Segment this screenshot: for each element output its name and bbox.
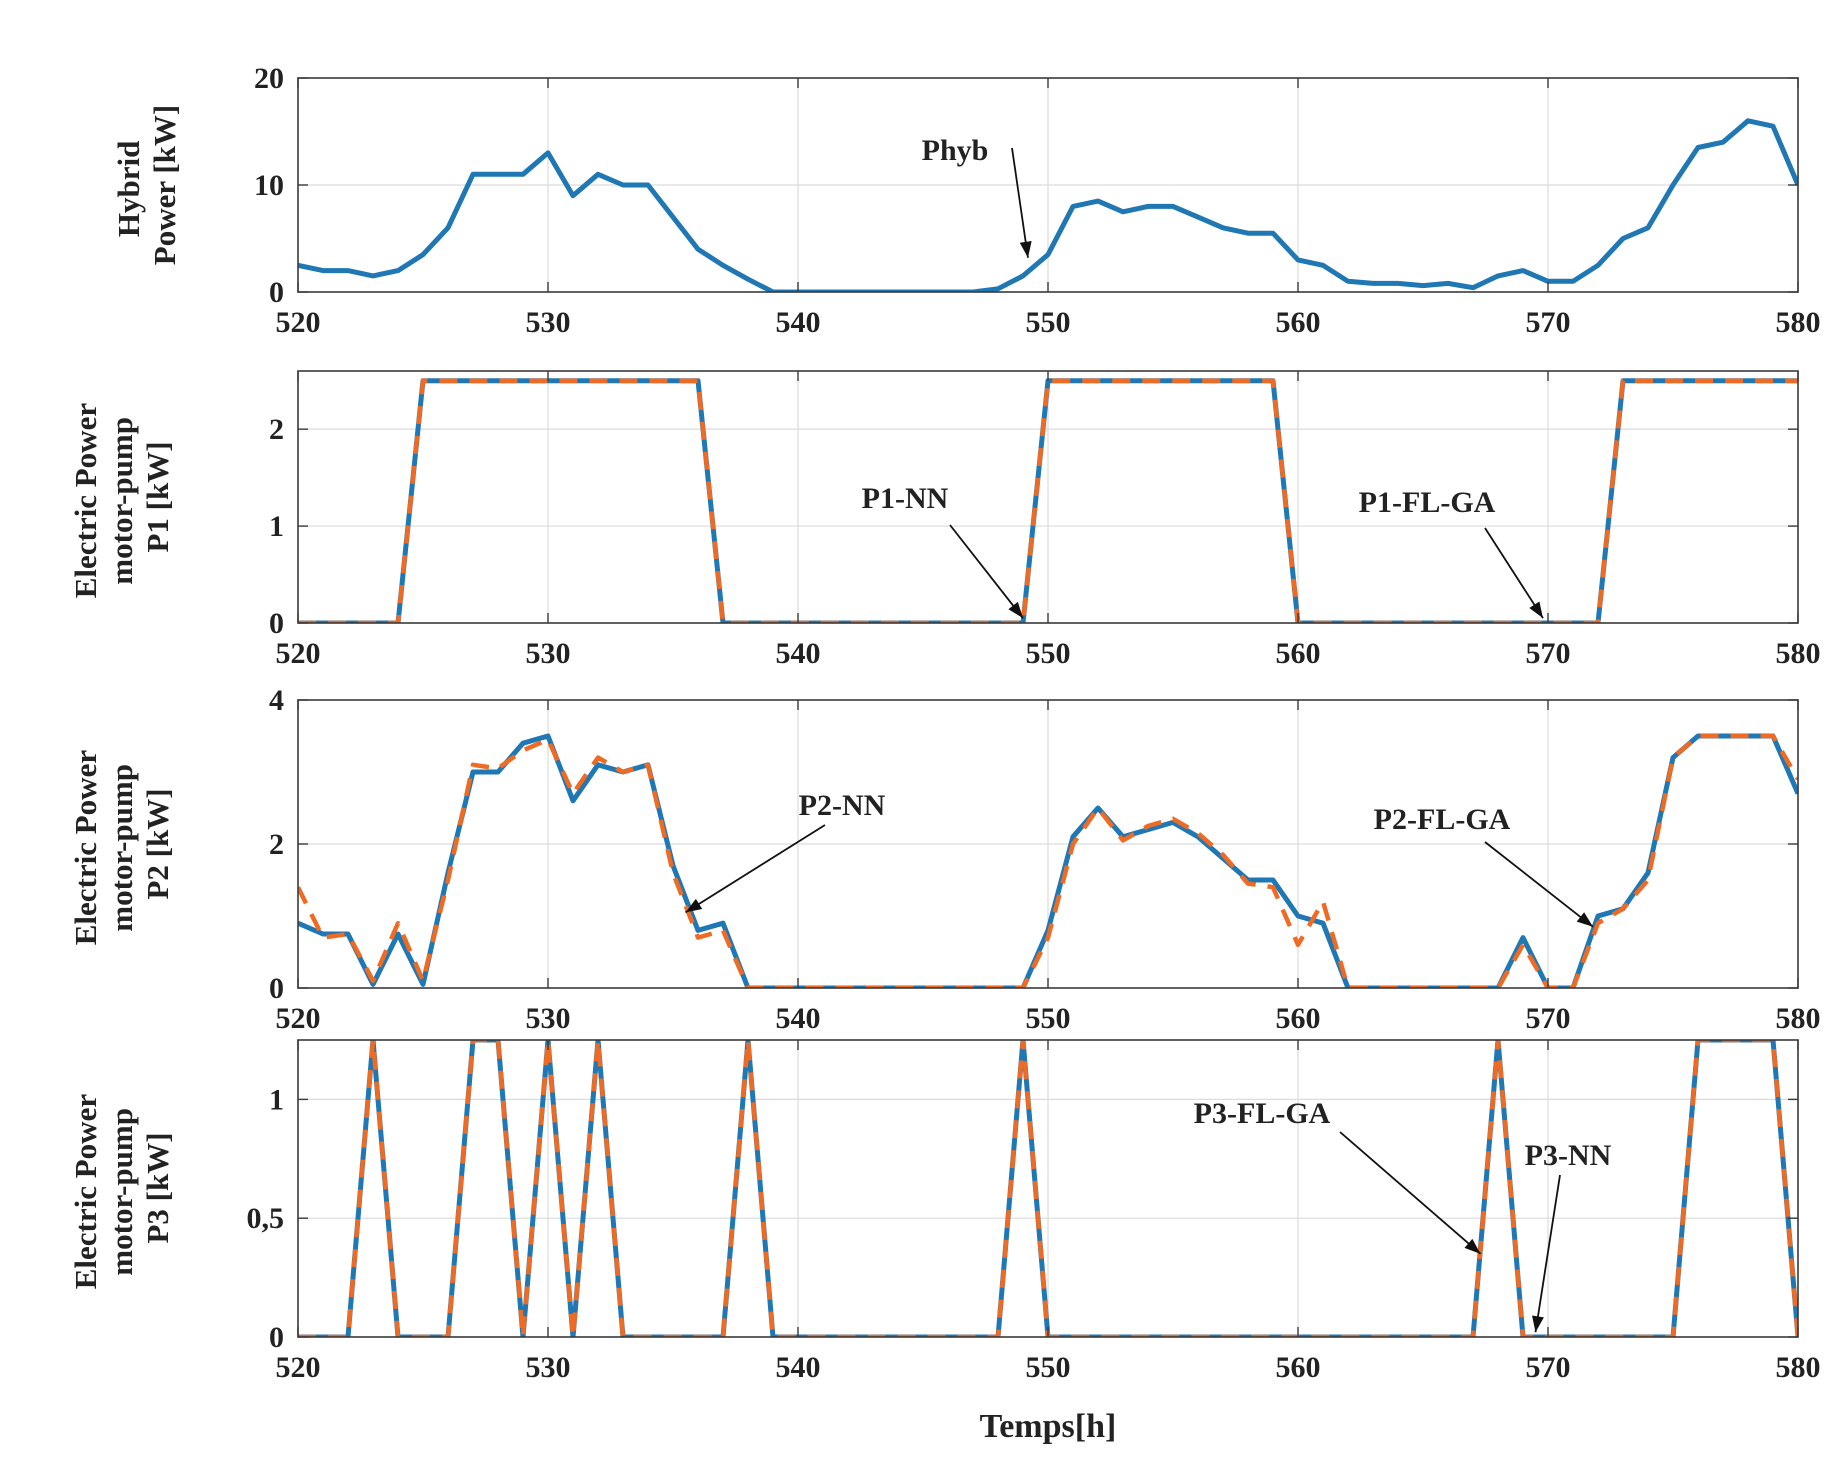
y-tick-label: 0 [269,607,284,640]
y-tick-label: 2 [269,828,284,861]
x-tick-label: 560 [1276,306,1321,339]
x-tick-label: 550 [1026,306,1071,339]
x-tick-label: 560 [1276,1351,1321,1384]
annotation-arrow [1484,527,1544,619]
x-tick-label: 580 [1776,306,1821,339]
x-tick-label: 520 [276,637,321,670]
x-tick-label: 550 [1026,637,1071,670]
x-tick-label: 560 [1276,637,1321,670]
y-tick-label: 10 [254,169,284,202]
annotation-arrow [1484,841,1594,928]
annotation-arrow [1011,147,1029,258]
x-tick-label: 540 [776,306,821,339]
series-line-p2-nn [298,733,1798,988]
annotation-label: P2-NN [799,789,886,822]
y-tick-label: 4 [269,684,284,717]
y-tick-label: 1 [269,510,284,543]
x-tick-label: 580 [1776,1002,1821,1035]
y-tick-label: 0 [269,276,284,309]
x-tick-label: 580 [1776,637,1821,670]
annotation-arrowhead [1019,241,1032,258]
y-tick-label: 0 [269,1321,284,1354]
series-line-p1-flga [298,378,1798,623]
x-tick-label: 570 [1526,306,1571,339]
annotation-label: P3-NN [1525,1139,1612,1172]
y-axis-label: Hybrid Power [kW] [111,105,182,265]
y-axis-label: Electric Power motor-pump P2 [kW] [68,743,175,946]
panel-hybrid-power: 520 530 540 550 560 570 580 0 10 20 Hybrid Power … [111,62,1821,339]
y-tick-label: 0 [269,972,284,1005]
y-axis-label: Electric Power motor-pump P1 [kW] [68,396,175,599]
annotation-label: P3-FL-GA [1194,1097,1331,1130]
series-line-phyb [298,118,1798,292]
x-tick-label: 530 [526,306,571,339]
annotation-label: P1-FL-GA [1359,486,1496,519]
annotation-arrowhead [1464,1238,1481,1254]
annotation-label: P1-NN [862,482,949,515]
annotation-arrow [949,524,1024,619]
panel-p1: 520 530 540 550 560 570 580 0 1 2 Electric Power … [68,370,1821,670]
x-tick-label: 570 [1526,637,1571,670]
annotation-arrowhead [1008,601,1023,619]
x-axis-label: Temps[h] [980,1408,1117,1445]
x-tick-label: 550 [1026,1351,1071,1384]
x-tick-label: 580 [1776,1351,1821,1384]
annotation-arrow [685,824,826,914]
x-tick-label: 520 [276,306,321,339]
y-axis-label: Electric Power motor-pump P3 [kW] [68,1087,175,1290]
panel-p2: 520 530 540 550 560 570 580 0 2 4 Electric Power … [68,684,1821,1035]
annotation-arrowhead [1532,1315,1544,1333]
y-tick-label: 0,5 [247,1202,285,1235]
panel-p3: 520 530 540 550 560 570 580 0 0,5 1 Electric Powe… [68,1039,1821,1445]
x-tick-label: 540 [776,1002,821,1035]
annotation-arrow [1339,1131,1482,1255]
y-tick-label: 1 [269,1083,284,1116]
x-tick-label: 540 [776,637,821,670]
annotation-label: P2-FL-GA [1374,803,1511,836]
y-tick-label: 20 [254,62,284,95]
x-tick-label: 530 [526,1002,571,1035]
y-tick-label: 2 [269,413,284,446]
x-tick-label: 520 [276,1002,321,1035]
x-tick-label: 540 [776,1351,821,1384]
x-tick-label: 570 [1526,1351,1571,1384]
annotation-label: Phyb [922,134,989,167]
x-tick-label: 550 [1026,1002,1071,1035]
annotation-arrowhead [1576,912,1593,927]
x-tick-label: 530 [526,637,571,670]
x-tick-label: 560 [1276,1002,1321,1035]
x-tick-label: 570 [1526,1002,1571,1035]
annotation-arrowhead [685,898,703,913]
annotation-arrowhead [1529,601,1543,619]
x-tick-label: 520 [276,1351,321,1384]
annotation-arrow [1534,1174,1561,1333]
x-tick-label: 530 [526,1351,571,1384]
